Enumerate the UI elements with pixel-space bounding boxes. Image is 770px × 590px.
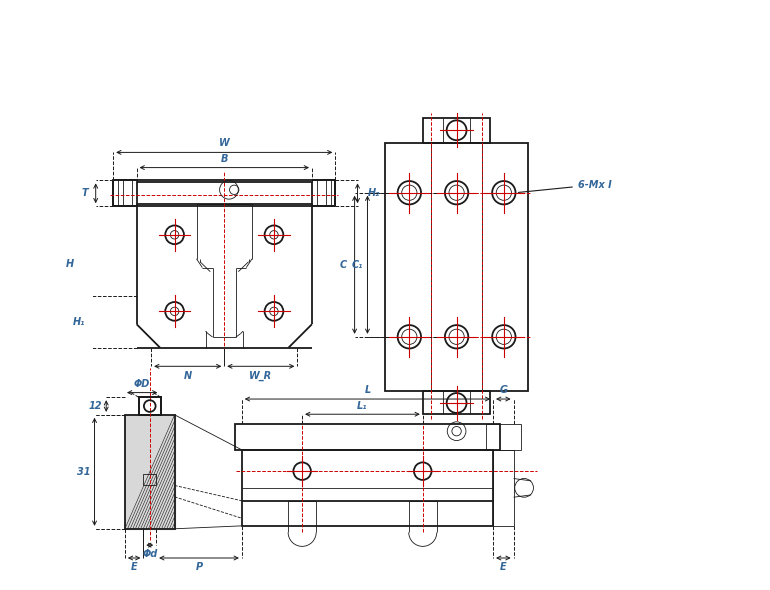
Bar bbox=[143, 474, 156, 486]
Text: H: H bbox=[65, 259, 73, 269]
Text: L₁: L₁ bbox=[357, 401, 368, 411]
Bar bbox=[113, 181, 335, 206]
Polygon shape bbox=[125, 415, 175, 529]
Text: E: E bbox=[131, 562, 137, 572]
Bar bbox=[139, 397, 161, 415]
Text: B: B bbox=[220, 155, 228, 165]
Text: C: C bbox=[340, 260, 346, 270]
Text: L: L bbox=[364, 385, 370, 395]
Bar bbox=[125, 415, 175, 529]
Bar bbox=[235, 424, 500, 450]
Text: H₂: H₂ bbox=[368, 188, 380, 198]
Text: 31: 31 bbox=[77, 467, 91, 477]
Text: 12: 12 bbox=[89, 401, 102, 411]
Bar bbox=[493, 450, 514, 526]
Bar bbox=[423, 391, 490, 414]
Text: W: W bbox=[219, 138, 229, 148]
Bar bbox=[242, 450, 493, 526]
Bar bbox=[385, 143, 528, 391]
Bar bbox=[139, 397, 161, 415]
Bar bbox=[486, 424, 521, 450]
Text: E: E bbox=[500, 562, 507, 572]
Text: ΦD: ΦD bbox=[134, 379, 150, 389]
Text: N: N bbox=[184, 371, 192, 381]
Text: T: T bbox=[82, 188, 89, 198]
Text: W_R: W_R bbox=[249, 371, 273, 381]
Text: C₁: C₁ bbox=[351, 260, 363, 270]
Text: 6-Mx I: 6-Mx I bbox=[518, 180, 611, 192]
Text: P: P bbox=[196, 562, 203, 572]
Text: H₁: H₁ bbox=[73, 317, 85, 327]
Bar bbox=[423, 119, 490, 143]
Text: Φd: Φd bbox=[142, 549, 157, 559]
Text: G: G bbox=[500, 385, 507, 395]
Bar bbox=[136, 182, 312, 204]
